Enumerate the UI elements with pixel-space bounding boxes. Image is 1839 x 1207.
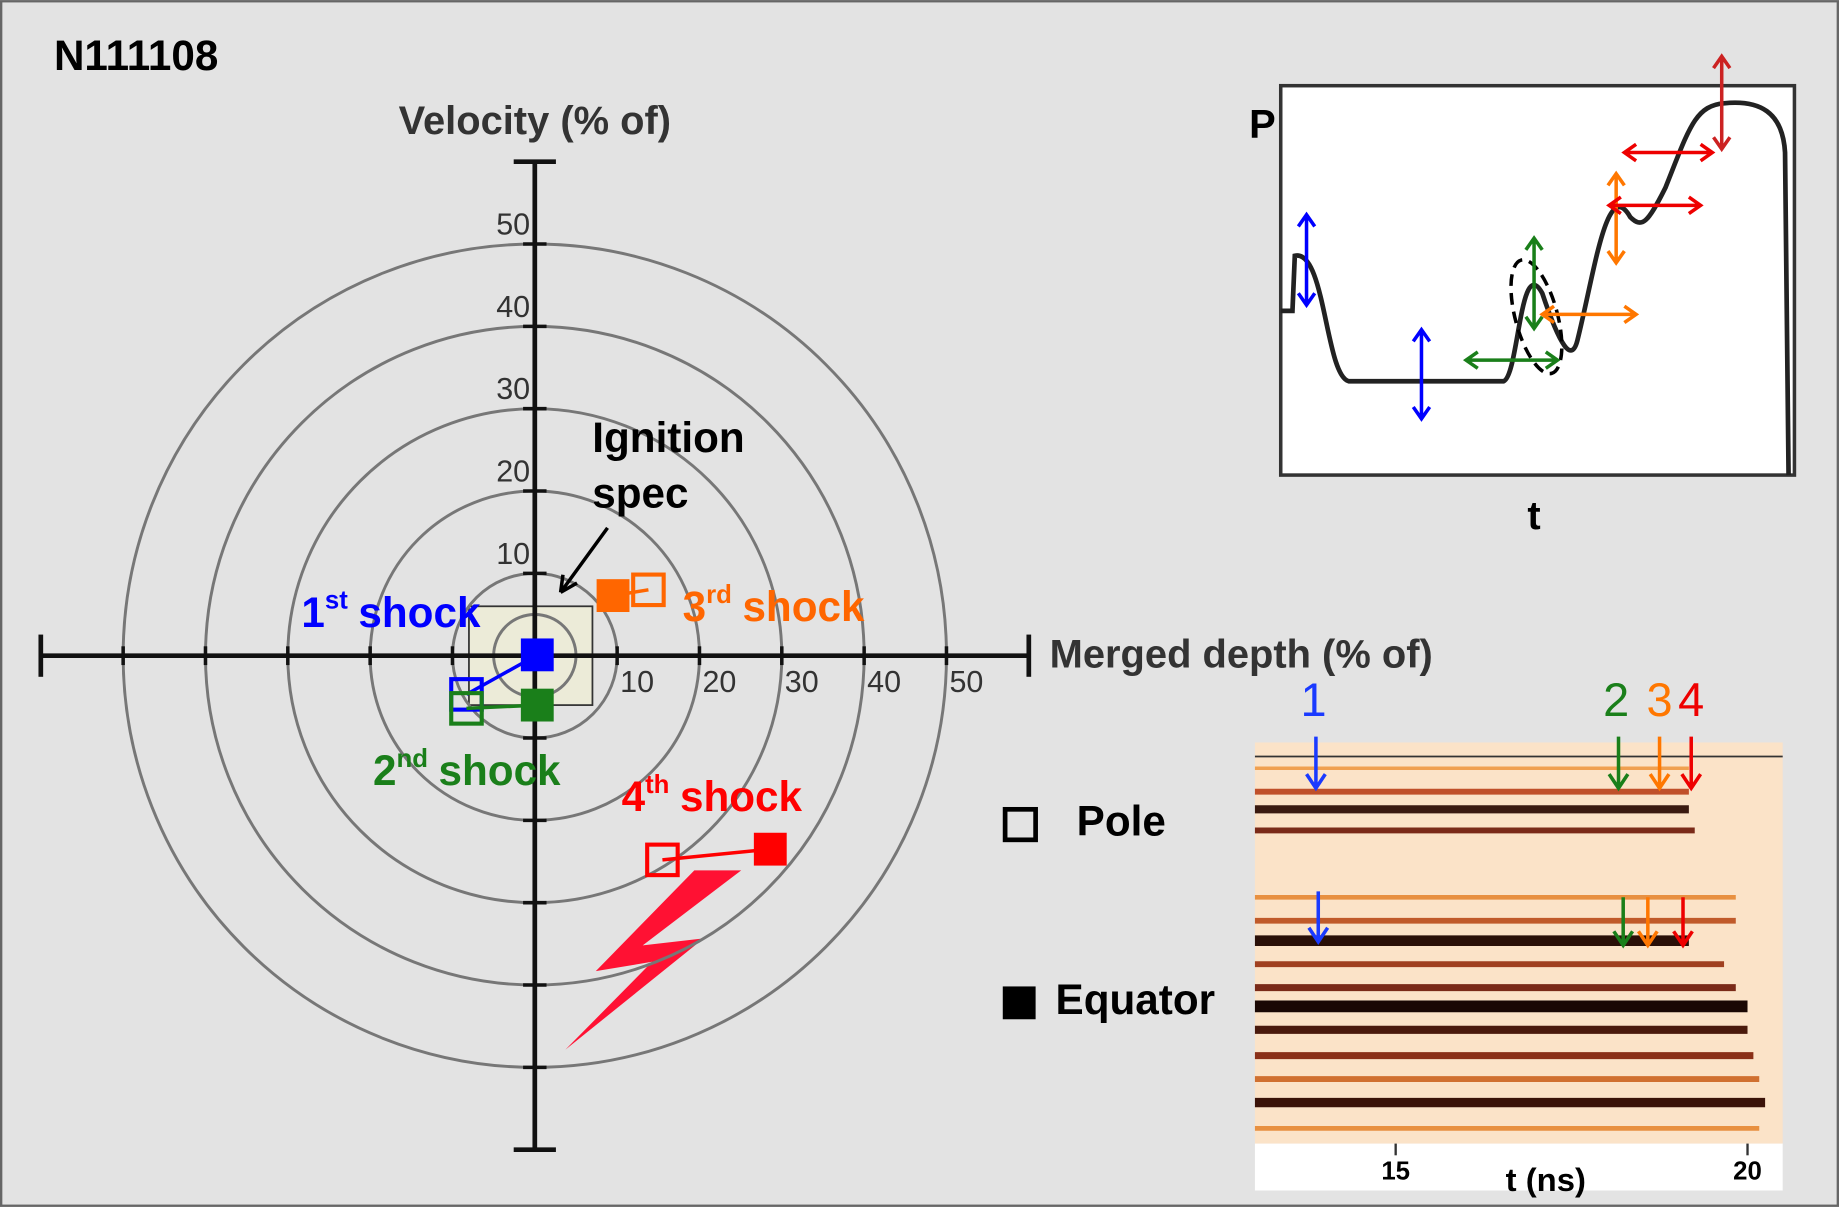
spec-label: Ignition [592, 414, 744, 461]
series-label: 4th shock [622, 771, 803, 820]
spec-label: spec [592, 469, 688, 516]
pulse-y-label: P [1249, 102, 1276, 146]
streak-arrow-label: 4 [1678, 674, 1704, 726]
shock-link [662, 847, 771, 862]
highlight-ellipse [1509, 258, 1564, 376]
equator-marker [753, 832, 787, 866]
streak-x-label: t (ns) [1506, 1161, 1586, 1198]
series-label-part: shock [680, 773, 803, 820]
series-label-part: th [645, 771, 669, 799]
equator-marker [596, 579, 630, 613]
series-label-part: 1 [301, 589, 324, 636]
x-tick-label: 10 [620, 665, 654, 699]
streak-tick-label: 20 [1733, 1158, 1762, 1186]
series-label-part: 4 [622, 773, 646, 820]
x-axis-title: Merged depth (% of) [1050, 632, 1433, 676]
legend-pole-marker [1002, 806, 1038, 843]
streak-arrow [1680, 736, 1703, 792]
x-tick-label: 40 [867, 665, 901, 699]
series-label-part: shock [439, 747, 562, 794]
series-label-part: shock [358, 589, 481, 636]
streak-arrow [1672, 897, 1694, 949]
series-label-part: shock [742, 583, 865, 630]
streak-arrow [1636, 897, 1659, 949]
streak-arrow [1305, 736, 1327, 792]
x-tick-label: 50 [949, 665, 983, 699]
chart-title: N111108 [54, 32, 218, 79]
y-axis-title: Velocity (% of) [399, 99, 671, 143]
lightning-icon [565, 870, 742, 1050]
y-tick-label: 30 [496, 372, 530, 406]
x-tick-label: 30 [785, 665, 819, 699]
streak-arrow-label: 3 [1647, 674, 1673, 726]
series-label-part: nd [396, 745, 428, 773]
x-tick-label: 20 [702, 665, 736, 699]
series-label: 1st shock [301, 587, 481, 636]
streak-arrow [1307, 891, 1330, 946]
series-label: 3rd shock [683, 581, 865, 630]
legend-equator: Equator [1056, 976, 1216, 1023]
y-tick-label: 20 [496, 454, 530, 488]
streak-tick-label: 15 [1381, 1158, 1410, 1186]
pole-marker [631, 572, 666, 608]
spec-arrow [558, 526, 609, 594]
pulse-x-label: t [1527, 494, 1540, 538]
pulse-curve [1280, 100, 1791, 476]
series-label-part: 3 [683, 583, 706, 630]
streak-arrow [1648, 736, 1671, 792]
streak-arrow [1612, 897, 1635, 949]
legend-pole: Pole [1077, 798, 1166, 845]
y-tick-label: 50 [496, 207, 530, 241]
pulse-arrows [1296, 53, 1732, 422]
y-tick-label: 40 [496, 290, 530, 324]
pole-marker [449, 691, 484, 726]
equator-marker [520, 688, 554, 722]
pole-marker [645, 842, 680, 878]
y-tick-label: 10 [496, 537, 530, 571]
streak-arrow-label: 2 [1603, 674, 1629, 726]
streak-axis-bg [1254, 1143, 1783, 1191]
pulse-inset: P t [1249, 53, 1797, 538]
series-label-part: st [325, 587, 348, 615]
series-label-part: rd [706, 581, 732, 609]
streak-arrow-label: 1 [1301, 674, 1327, 726]
equator-marker [520, 638, 554, 672]
streak-arrow [1607, 736, 1630, 792]
streak-inset: 15 20 t (ns) [1254, 742, 1783, 1198]
series-label-part: 2 [373, 747, 396, 794]
series-label: 2nd shock [373, 745, 561, 794]
legend-equator-marker [1002, 986, 1036, 1020]
